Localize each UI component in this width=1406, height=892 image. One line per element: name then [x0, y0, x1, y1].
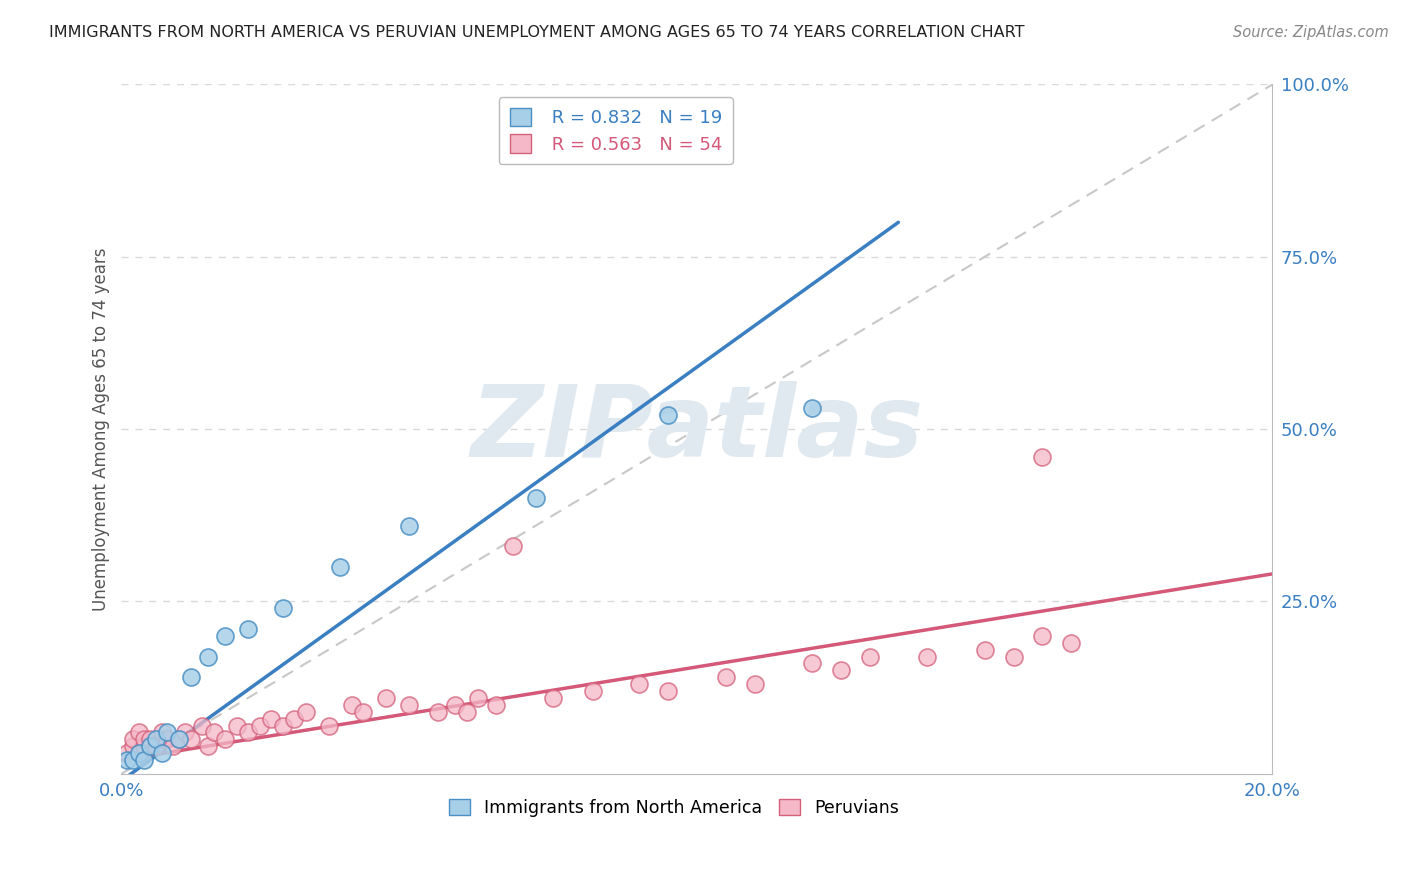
Point [128, 746, 150, 760]
Point [1002, 649, 1025, 664]
Point [467, 690, 489, 705]
Point [139, 732, 162, 747]
Point [502, 539, 524, 553]
Point [214, 629, 236, 643]
Point [128, 725, 150, 739]
Point [173, 725, 195, 739]
Point [427, 705, 450, 719]
Point [352, 705, 374, 719]
Point [1060, 636, 1083, 650]
Point [801, 401, 824, 416]
Point [150, 725, 173, 739]
Legend: Immigrants from North America, Peruvians: Immigrants from North America, Peruvians [441, 792, 905, 823]
Point [329, 560, 352, 574]
Point [115, 746, 138, 760]
Point [150, 746, 173, 760]
Point [318, 718, 340, 732]
Point [398, 698, 420, 712]
Point [582, 684, 605, 698]
Point [744, 677, 766, 691]
Point [541, 690, 564, 705]
Point [271, 601, 294, 615]
Point [139, 739, 162, 754]
Point [524, 491, 547, 505]
Point [657, 409, 679, 423]
Point [1031, 450, 1053, 464]
Point [236, 622, 259, 636]
Point [714, 670, 737, 684]
Point [398, 518, 420, 533]
Point [128, 746, 150, 760]
Point [191, 718, 214, 732]
Point [145, 732, 167, 747]
Point [973, 642, 995, 657]
Point [115, 753, 138, 767]
Point [340, 698, 363, 712]
Point [134, 739, 156, 754]
Point [657, 684, 679, 698]
Text: Source: ZipAtlas.com: Source: ZipAtlas.com [1233, 25, 1389, 40]
Point [202, 725, 225, 739]
Text: IMMIGRANTS FROM NORTH AMERICA VS PERUVIAN UNEMPLOYMENT AMONG AGES 65 TO 74 YEARS: IMMIGRANTS FROM NORTH AMERICA VS PERUVIA… [49, 25, 1025, 40]
Point [236, 725, 259, 739]
Point [249, 718, 271, 732]
Point [179, 732, 201, 747]
Point [179, 670, 201, 684]
Y-axis label: Unemployment Among Ages 65 to 74 years: Unemployment Among Ages 65 to 74 years [93, 247, 110, 611]
Point [444, 698, 467, 712]
Point [197, 649, 219, 664]
Point [145, 739, 167, 754]
Point [167, 732, 190, 747]
Point [484, 698, 506, 712]
Point [456, 705, 478, 719]
Point [271, 718, 294, 732]
Point [134, 753, 156, 767]
Point [801, 657, 824, 671]
Point [122, 732, 145, 747]
Point [167, 732, 190, 747]
Point [830, 664, 852, 678]
Text: ZIPatlas: ZIPatlas [471, 381, 924, 477]
Point [260, 712, 283, 726]
Point [156, 732, 179, 747]
Point [294, 705, 316, 719]
Point [375, 690, 398, 705]
Point [156, 725, 179, 739]
Point [859, 649, 882, 664]
Point [134, 732, 156, 747]
Point [915, 649, 938, 664]
Point [1031, 629, 1053, 643]
Point [225, 718, 247, 732]
Point [197, 739, 219, 754]
Point [162, 739, 184, 754]
Point [214, 732, 236, 747]
Point [122, 739, 145, 754]
Point [139, 739, 162, 754]
Point [283, 712, 305, 726]
Point [122, 753, 145, 767]
Point [150, 732, 173, 747]
Point [628, 677, 651, 691]
